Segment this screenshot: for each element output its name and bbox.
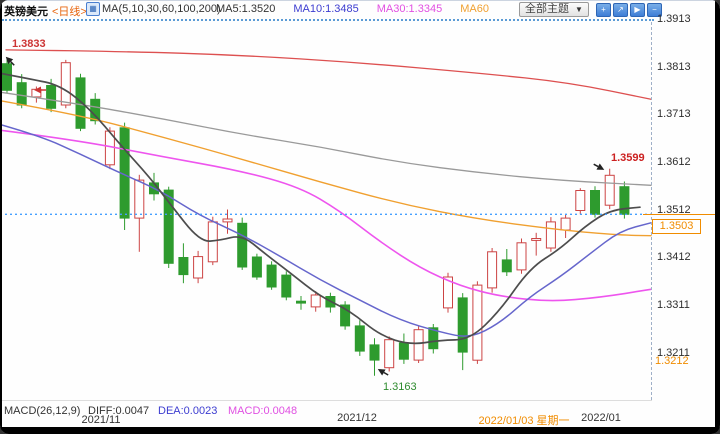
macd-dea-value: DEA:0.0023 xyxy=(158,405,218,417)
ma-legend-value: MA10:1.3485 xyxy=(293,3,359,15)
ma-legend-value: MA5:1.3520 xyxy=(216,3,276,15)
price-axis-label: 1.3713 xyxy=(657,108,691,120)
price-axis-label: 1.3512 xyxy=(657,204,691,216)
toolbar-separator xyxy=(2,19,654,21)
annotation-recent-high: 1.3599 xyxy=(611,152,645,164)
theme-dropdown[interactable]: 全部主题 ▼ xyxy=(519,2,589,17)
current-price-label: 1.3503 xyxy=(652,219,701,234)
theme-dropdown-label: 全部主题 xyxy=(525,3,569,15)
date-label: 2021/12 xyxy=(337,412,377,424)
signal-marker-arrow xyxy=(34,86,46,94)
ma-legend: MA5:1.3520 MA10:1.3485 MA30:1.3345 MA60 xyxy=(216,3,507,15)
macd-macd-value: MACD:0.0048 xyxy=(228,405,298,417)
date-label-selected: 2022/01/03 星期一 xyxy=(478,415,570,427)
annotation-period-low: 1.3163 xyxy=(383,381,417,393)
forward-button[interactable]: ▶ xyxy=(630,3,645,17)
date-label: 2021/11 xyxy=(81,414,121,426)
window-edge-bottom xyxy=(0,427,720,434)
window-edge-right xyxy=(715,0,720,434)
current-price-line xyxy=(643,214,716,215)
chevron-down-icon: ▼ xyxy=(575,5,583,14)
price-axis-label: 1.3412 xyxy=(657,251,691,263)
price-axis-label: 1.3913 xyxy=(657,13,691,25)
recent-high-marker-arrow xyxy=(593,163,605,170)
price-axis-label: 1.3211 xyxy=(657,347,690,359)
macd-title: MACD(26,12,9) xyxy=(4,405,81,417)
low-marker-arrow xyxy=(377,369,389,376)
price-axis-label: 1.3612 xyxy=(657,156,691,168)
date-label: 2022/01 xyxy=(581,412,621,424)
annotation-period-high: 1.3833 xyxy=(12,38,46,50)
period-label[interactable]: <日线> xyxy=(52,6,87,18)
macd-diff-value: DIFF:0.0047 xyxy=(88,405,150,417)
price-axis-label: 1.3311 xyxy=(657,299,690,311)
indicator-icon[interactable]: ▦ xyxy=(86,2,100,16)
window-edge-left xyxy=(0,0,2,434)
price-axis-label: 1.3813 xyxy=(657,61,691,73)
symbol-title: 英镑美元 xyxy=(4,6,48,18)
ma-legend-value: MA30:1.3345 xyxy=(376,3,443,15)
pan-button[interactable]: + xyxy=(596,3,611,17)
period-low-axis-label: 1.3212 xyxy=(655,355,689,367)
ma-legend-value: MA60 xyxy=(460,3,489,15)
window-edge-top xyxy=(0,0,720,1)
chart-bottom-divider xyxy=(0,400,652,401)
toolbar-buttons: + ↗ ▶ − xyxy=(596,3,664,17)
collapse-button[interactable]: − xyxy=(647,3,662,17)
window-button[interactable]: ↗ xyxy=(613,3,628,17)
ma-group-label: MA(5,10,30,60,100,200) xyxy=(102,3,221,15)
price-axis-line xyxy=(651,22,652,400)
